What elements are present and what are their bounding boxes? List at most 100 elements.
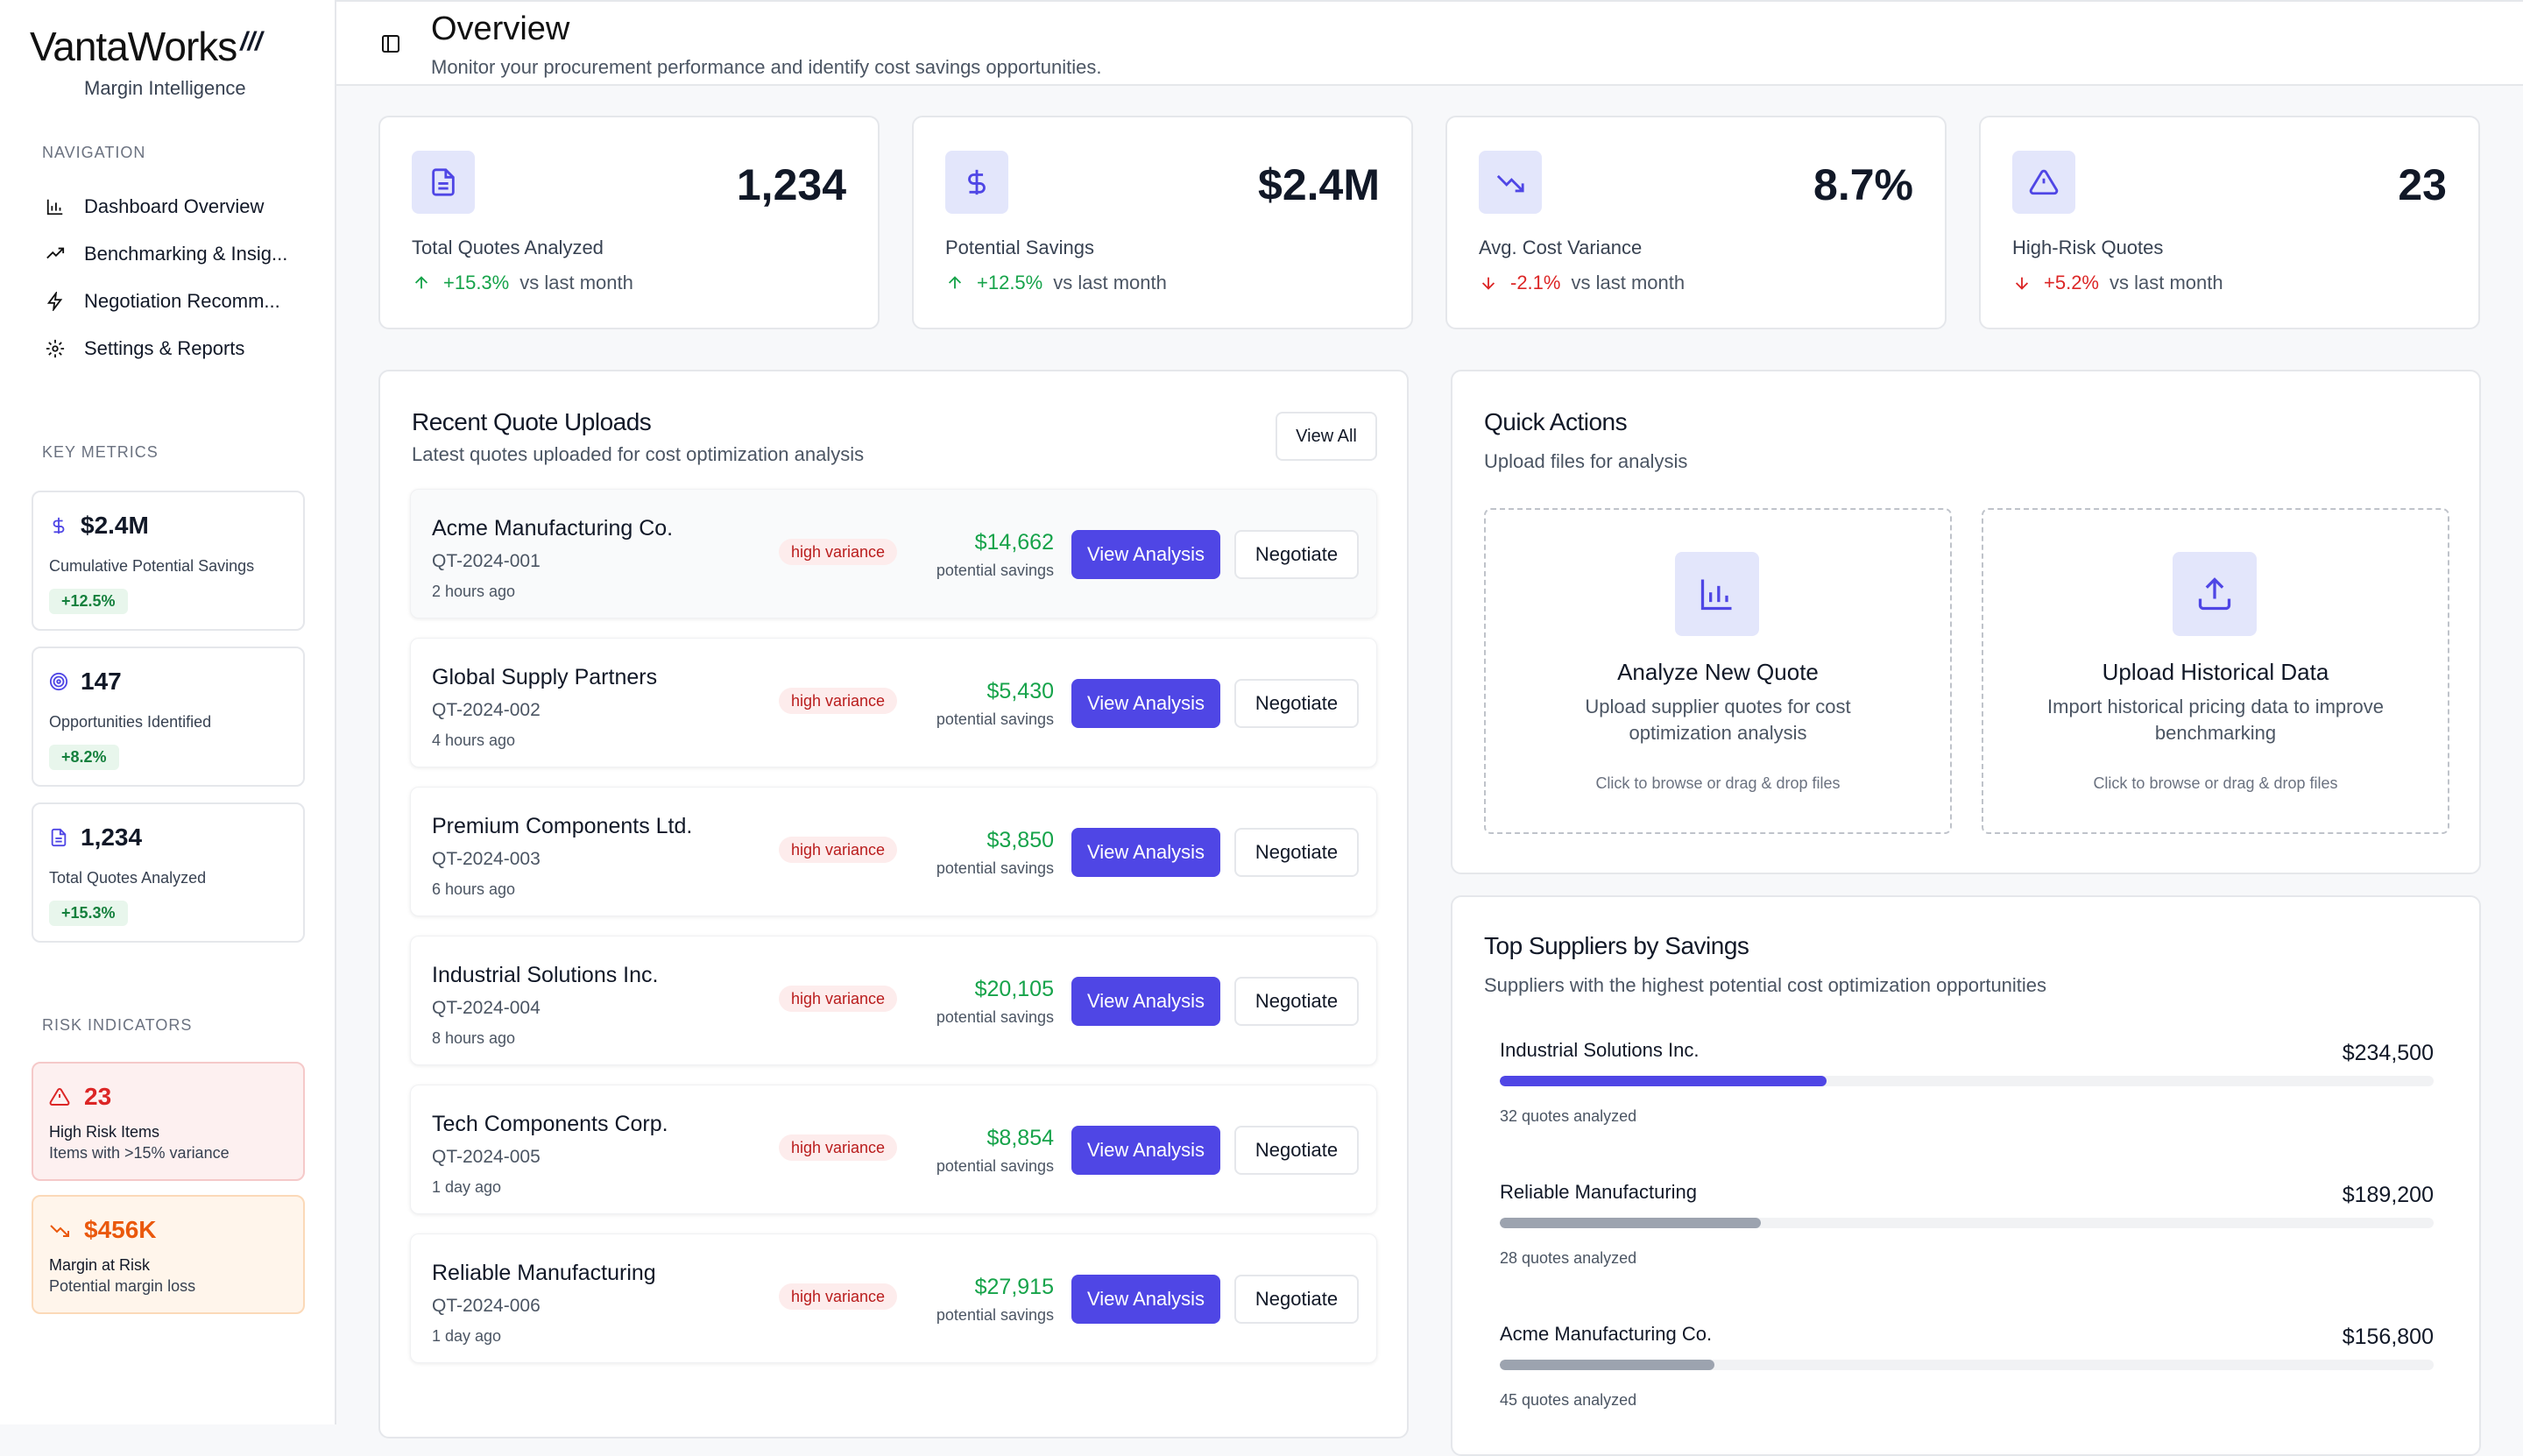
upload-historical-dropzone[interactable]: Upload Historical Data Import historical… <box>1982 508 2449 834</box>
quote-savings-amount: $20,105 <box>974 977 1054 1001</box>
quote-row[interactable]: Industrial Solutions Inc. QT-2024-004 8 … <box>410 936 1377 1065</box>
stat-card-savings: $2.4M Potential Savings +12.5% vs last m… <box>912 116 1413 329</box>
metric-value: 147 <box>49 668 122 696</box>
quote-supplier: Acme Manufacturing Co. <box>432 516 674 541</box>
nav-item-settings[interactable]: Settings & Reports <box>46 331 308 366</box>
negotiate-button[interactable]: Negotiate <box>1234 977 1359 1026</box>
sidebar-toggle-icon[interactable] <box>380 33 401 54</box>
view-analysis-button[interactable]: View Analysis <box>1071 679 1220 728</box>
bar-chart-icon <box>1700 579 1732 611</box>
arrow-up-icon <box>414 276 428 289</box>
nav-item-label: Negotiation Recomm... <box>84 290 280 312</box>
view-analysis-button[interactable]: View Analysis <box>1071 530 1220 579</box>
supplier-item: Acme Manufacturing Co. $156,800 45 quote… <box>1500 1323 2434 1454</box>
metric-value-text: 1,234 <box>81 823 143 851</box>
quote-supplier: Reliable Manufacturing <box>432 1261 656 1285</box>
page-header: Overview Monitor your procurement perfor… <box>336 0 2523 86</box>
stat-change-value: +5.2% <box>2044 272 2099 293</box>
quote-supplier: Industrial Solutions Inc. <box>432 963 659 987</box>
stat-card-quotes: 1,234 Total Quotes Analyzed +15.3% vs la… <box>378 116 880 329</box>
lightning-icon <box>46 292 63 311</box>
risk-subtitle: Potential margin loss <box>49 1277 196 1295</box>
supplier-item: Industrial Solutions Inc. $234,500 32 qu… <box>1500 1039 2434 1170</box>
negotiate-button[interactable]: Negotiate <box>1234 1126 1359 1175</box>
nav-item-negotiation[interactable]: Negotiation Recomm... <box>46 284 308 319</box>
nav-item-label: Settings & Reports <box>84 337 245 359</box>
stat-change-vs: vs last month <box>2110 272 2223 293</box>
view-analysis-button[interactable]: View Analysis <box>1071 1126 1220 1175</box>
view-all-button[interactable]: View All <box>1276 412 1377 461</box>
dropzone-description: Upload supplier quotes for cost optimiza… <box>1585 696 1851 744</box>
negotiate-button[interactable]: Negotiate <box>1234 1275 1359 1324</box>
page-title: Overview <box>431 11 570 47</box>
stat-label: Total Quotes Analyzed <box>412 237 604 258</box>
quote-id: QT-2024-002 <box>432 700 541 720</box>
quote-supplier: Tech Components Corp. <box>432 1112 668 1136</box>
panel-title: Top Suppliers by Savings <box>1484 932 1749 959</box>
dropzone-hint: Click to browse or drag & drop files <box>2093 774 2338 792</box>
stat-change: +12.5% vs last month <box>945 272 1167 294</box>
stat-card-variance: 8.7% Avg. Cost Variance -2.1% vs last mo… <box>1445 116 1947 329</box>
risk-card-high-risk: 23 High Risk Items Items with >15% varia… <box>32 1062 305 1181</box>
analyze-quote-dropzone[interactable]: Analyze New Quote Upload supplier quotes… <box>1484 508 1952 834</box>
dropzone-description: Import historical pricing data to improv… <box>2047 696 2384 744</box>
quote-row[interactable]: Reliable Manufacturing QT-2024-006 1 day… <box>410 1233 1377 1363</box>
dropzone-hint: Click to browse or drag & drop files <box>1595 774 1841 792</box>
view-analysis-button[interactable]: View Analysis <box>1071 1275 1220 1324</box>
brand-logo[interactable]: VantaWorks/// Margin Intelligence <box>30 23 319 99</box>
dollar-icon <box>53 517 65 534</box>
stat-label: Avg. Cost Variance <box>1479 237 1643 258</box>
stat-change-vs: vs last month <box>1053 272 1167 293</box>
document-icon <box>432 168 455 196</box>
negotiate-button[interactable]: Negotiate <box>1234 828 1359 877</box>
negotiate-button[interactable]: Negotiate <box>1234 530 1359 579</box>
stat-change-value: +15.3% <box>443 272 510 293</box>
metric-value: 1,234 <box>49 823 142 852</box>
quote-savings-amount: $8,854 <box>986 1126 1054 1150</box>
trending-down-icon <box>1496 174 1524 193</box>
nav-item-label: Dashboard Overview <box>84 195 265 217</box>
quote-savings-label: potential savings <box>936 859 1054 877</box>
supplier-name: Industrial Solutions Inc. <box>1500 1039 1700 1061</box>
nav-item-dashboard-overview[interactable]: Dashboard Overview <box>46 189 308 224</box>
supplier-name: Reliable Manufacturing <box>1500 1181 1698 1203</box>
view-analysis-button[interactable]: View Analysis <box>1071 828 1220 877</box>
dollar-icon <box>968 169 986 195</box>
risk-subtitle: Items with >15% variance <box>49 1144 230 1162</box>
nav-section-label: NAVIGATION <box>42 144 146 161</box>
bar-chart-icon <box>46 199 63 216</box>
metrics-section-label: KEY METRICS <box>42 443 159 461</box>
metric-value-text: $2.4M <box>81 512 149 539</box>
brand-tagline: Margin Intelligence <box>84 77 246 99</box>
arrow-up-icon <box>948 276 962 289</box>
dropzone-title: Analyze New Quote <box>1617 659 1819 685</box>
quick-actions-panel: Quick Actions Upload files for analysis … <box>1451 370 2481 874</box>
variance-badge: high variance <box>779 688 898 714</box>
supplier-quote-count: 28 quotes analyzed <box>1500 1249 1637 1267</box>
risk-value-text: 23 <box>84 1083 112 1110</box>
view-analysis-button[interactable]: View Analysis <box>1071 977 1220 1026</box>
trending-down-icon <box>50 1225 69 1237</box>
negotiate-button[interactable]: Negotiate <box>1234 679 1359 728</box>
quote-time: 8 hours ago <box>432 1029 516 1047</box>
quote-row[interactable]: Premium Components Ltd. QT-2024-003 6 ho… <box>410 787 1377 916</box>
metric-value: $2.4M <box>49 512 149 540</box>
supplier-progress-track <box>1500 1076 2434 1086</box>
variance-badge: high variance <box>779 1283 898 1310</box>
quote-savings-amount: $27,915 <box>974 1275 1054 1299</box>
dropzone-icon-box <box>2173 552 2257 636</box>
quote-row[interactable]: Acme Manufacturing Co. QT-2024-001 2 hou… <box>410 489 1377 618</box>
stat-label: Potential Savings <box>945 237 1094 258</box>
quote-savings-amount: $14,662 <box>974 530 1054 555</box>
arrow-down-icon <box>1481 277 1495 290</box>
quote-savings-label: potential savings <box>936 1008 1054 1026</box>
upload-icon <box>2198 577 2231 611</box>
brand-mark: /// <box>240 27 263 56</box>
supplier-savings: $234,500 <box>2342 1041 2434 1065</box>
gear-icon <box>46 339 65 358</box>
variance-badge: high variance <box>779 539 898 565</box>
quote-row[interactable]: Global Supply Partners QT-2024-002 4 hou… <box>410 638 1377 767</box>
stat-icon-box <box>945 151 1008 214</box>
quote-row[interactable]: Tech Components Corp. QT-2024-005 1 day … <box>410 1085 1377 1214</box>
nav-item-benchmarking[interactable]: Benchmarking & Insig... <box>46 237 308 272</box>
